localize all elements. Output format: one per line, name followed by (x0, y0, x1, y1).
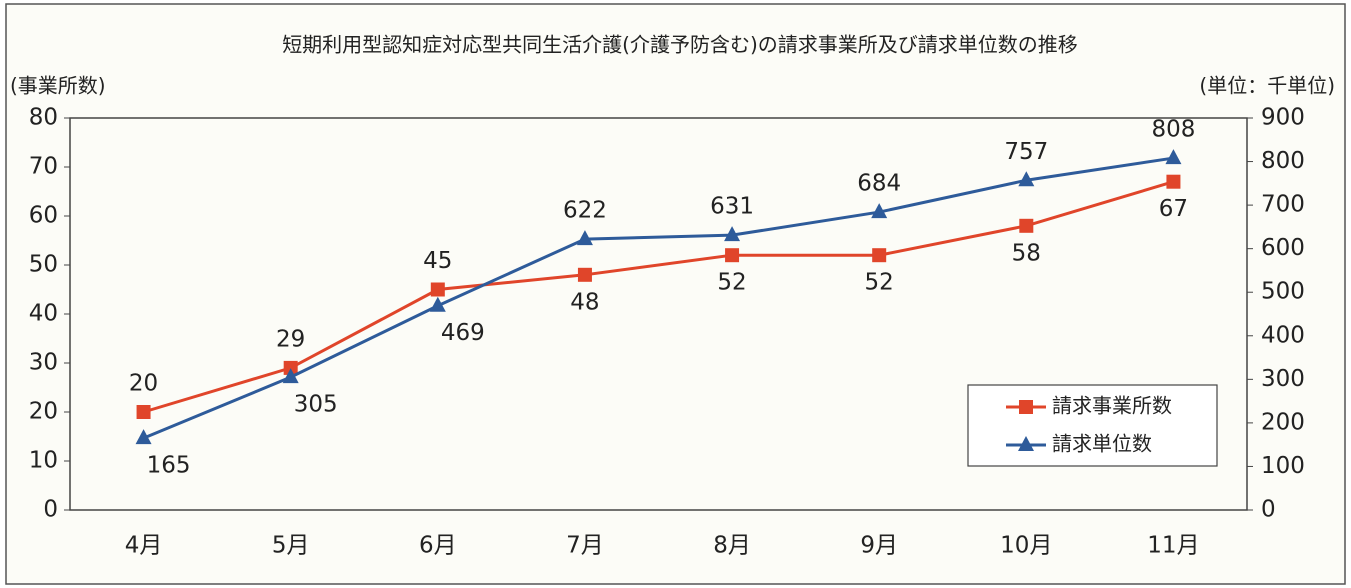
x-tick-label: 6月 (419, 533, 457, 559)
chart-title: 短期利用型認知症対応型共同生活介護(介護予防含む)の請求事業所及び請求単位数の推… (282, 33, 1078, 57)
marker (576, 230, 593, 246)
marker (135, 429, 152, 445)
y-tick-label: 20 (29, 399, 58, 425)
marker (429, 296, 446, 312)
marker (1018, 171, 1035, 187)
data-label: 808 (1151, 117, 1195, 143)
data-label: 20 (129, 371, 158, 397)
data-label: 757 (1004, 139, 1048, 165)
x-tick-label: 5月 (272, 533, 310, 559)
y2-tick-label: 700 (1261, 192, 1305, 218)
y2-tick-label: 500 (1261, 279, 1305, 305)
y-tick-label: 30 (29, 350, 58, 376)
legend-box (967, 384, 1218, 467)
y2-tick-label: 400 (1261, 322, 1305, 348)
y-tick-label: 60 (29, 203, 58, 229)
data-label: 631 (710, 194, 754, 220)
y-tick-label: 0 (43, 497, 58, 523)
y2-tick-label: 900 (1261, 105, 1305, 131)
marker (1019, 218, 1034, 233)
x-tick-label: 10月 (1000, 533, 1052, 559)
y2-tick-label: 600 (1261, 235, 1305, 261)
marker (1165, 149, 1182, 165)
marker (725, 248, 740, 263)
legend-marker (1019, 400, 1033, 414)
marker (282, 368, 299, 384)
data-label: 52 (865, 270, 894, 296)
y-tick-label: 10 (29, 448, 58, 474)
y-tick-label: 70 (29, 154, 58, 180)
marker (871, 203, 888, 219)
y-axis-label: (事業所数) (10, 74, 106, 98)
series-line (143, 180, 1174, 414)
y-tick-label: 50 (29, 252, 58, 278)
data-label: 684 (857, 171, 901, 197)
y-tick-label: 80 (29, 105, 58, 131)
y2-tick-label: 800 (1261, 148, 1305, 174)
x-tick-label: 8月 (713, 533, 751, 559)
series-line (142, 156, 1174, 440)
data-label: 469 (441, 320, 485, 346)
data-label: 58 (1012, 240, 1041, 266)
legend-marker (1018, 436, 1034, 451)
marker (136, 405, 151, 419)
x-tick-label: 4月 (125, 533, 163, 559)
legend-label: 請求事業所数 (1052, 394, 1172, 418)
y2-tick-label: 0 (1261, 497, 1276, 523)
x-tick-label: 7月 (566, 533, 604, 559)
y2-tick-label: 200 (1261, 409, 1305, 435)
y2-tick-label: 300 (1261, 366, 1305, 392)
marker (872, 248, 887, 263)
marker (724, 226, 741, 242)
data-label: 67 (1159, 196, 1188, 222)
data-label: 622 (563, 198, 607, 224)
chart-frame (5, 3, 1346, 585)
data-label: 48 (570, 289, 599, 315)
data-label: 45 (423, 248, 452, 274)
marker (577, 267, 592, 282)
y2-tick-label: 100 (1261, 453, 1305, 479)
legend-label: 請求単位数 (1052, 432, 1152, 456)
data-label: 52 (717, 270, 746, 296)
marker (1166, 174, 1181, 189)
x-tick-label: 9月 (860, 533, 898, 559)
data-label: 305 (294, 392, 338, 418)
x-tick-label: 11月 (1147, 533, 1199, 559)
y2-axis-label: (単位：千単位) (1199, 74, 1335, 98)
marker (430, 282, 445, 297)
marker (283, 360, 298, 375)
y-tick-label: 40 (29, 301, 58, 327)
data-label: 29 (276, 326, 305, 352)
data-label: 165 (147, 453, 191, 479)
